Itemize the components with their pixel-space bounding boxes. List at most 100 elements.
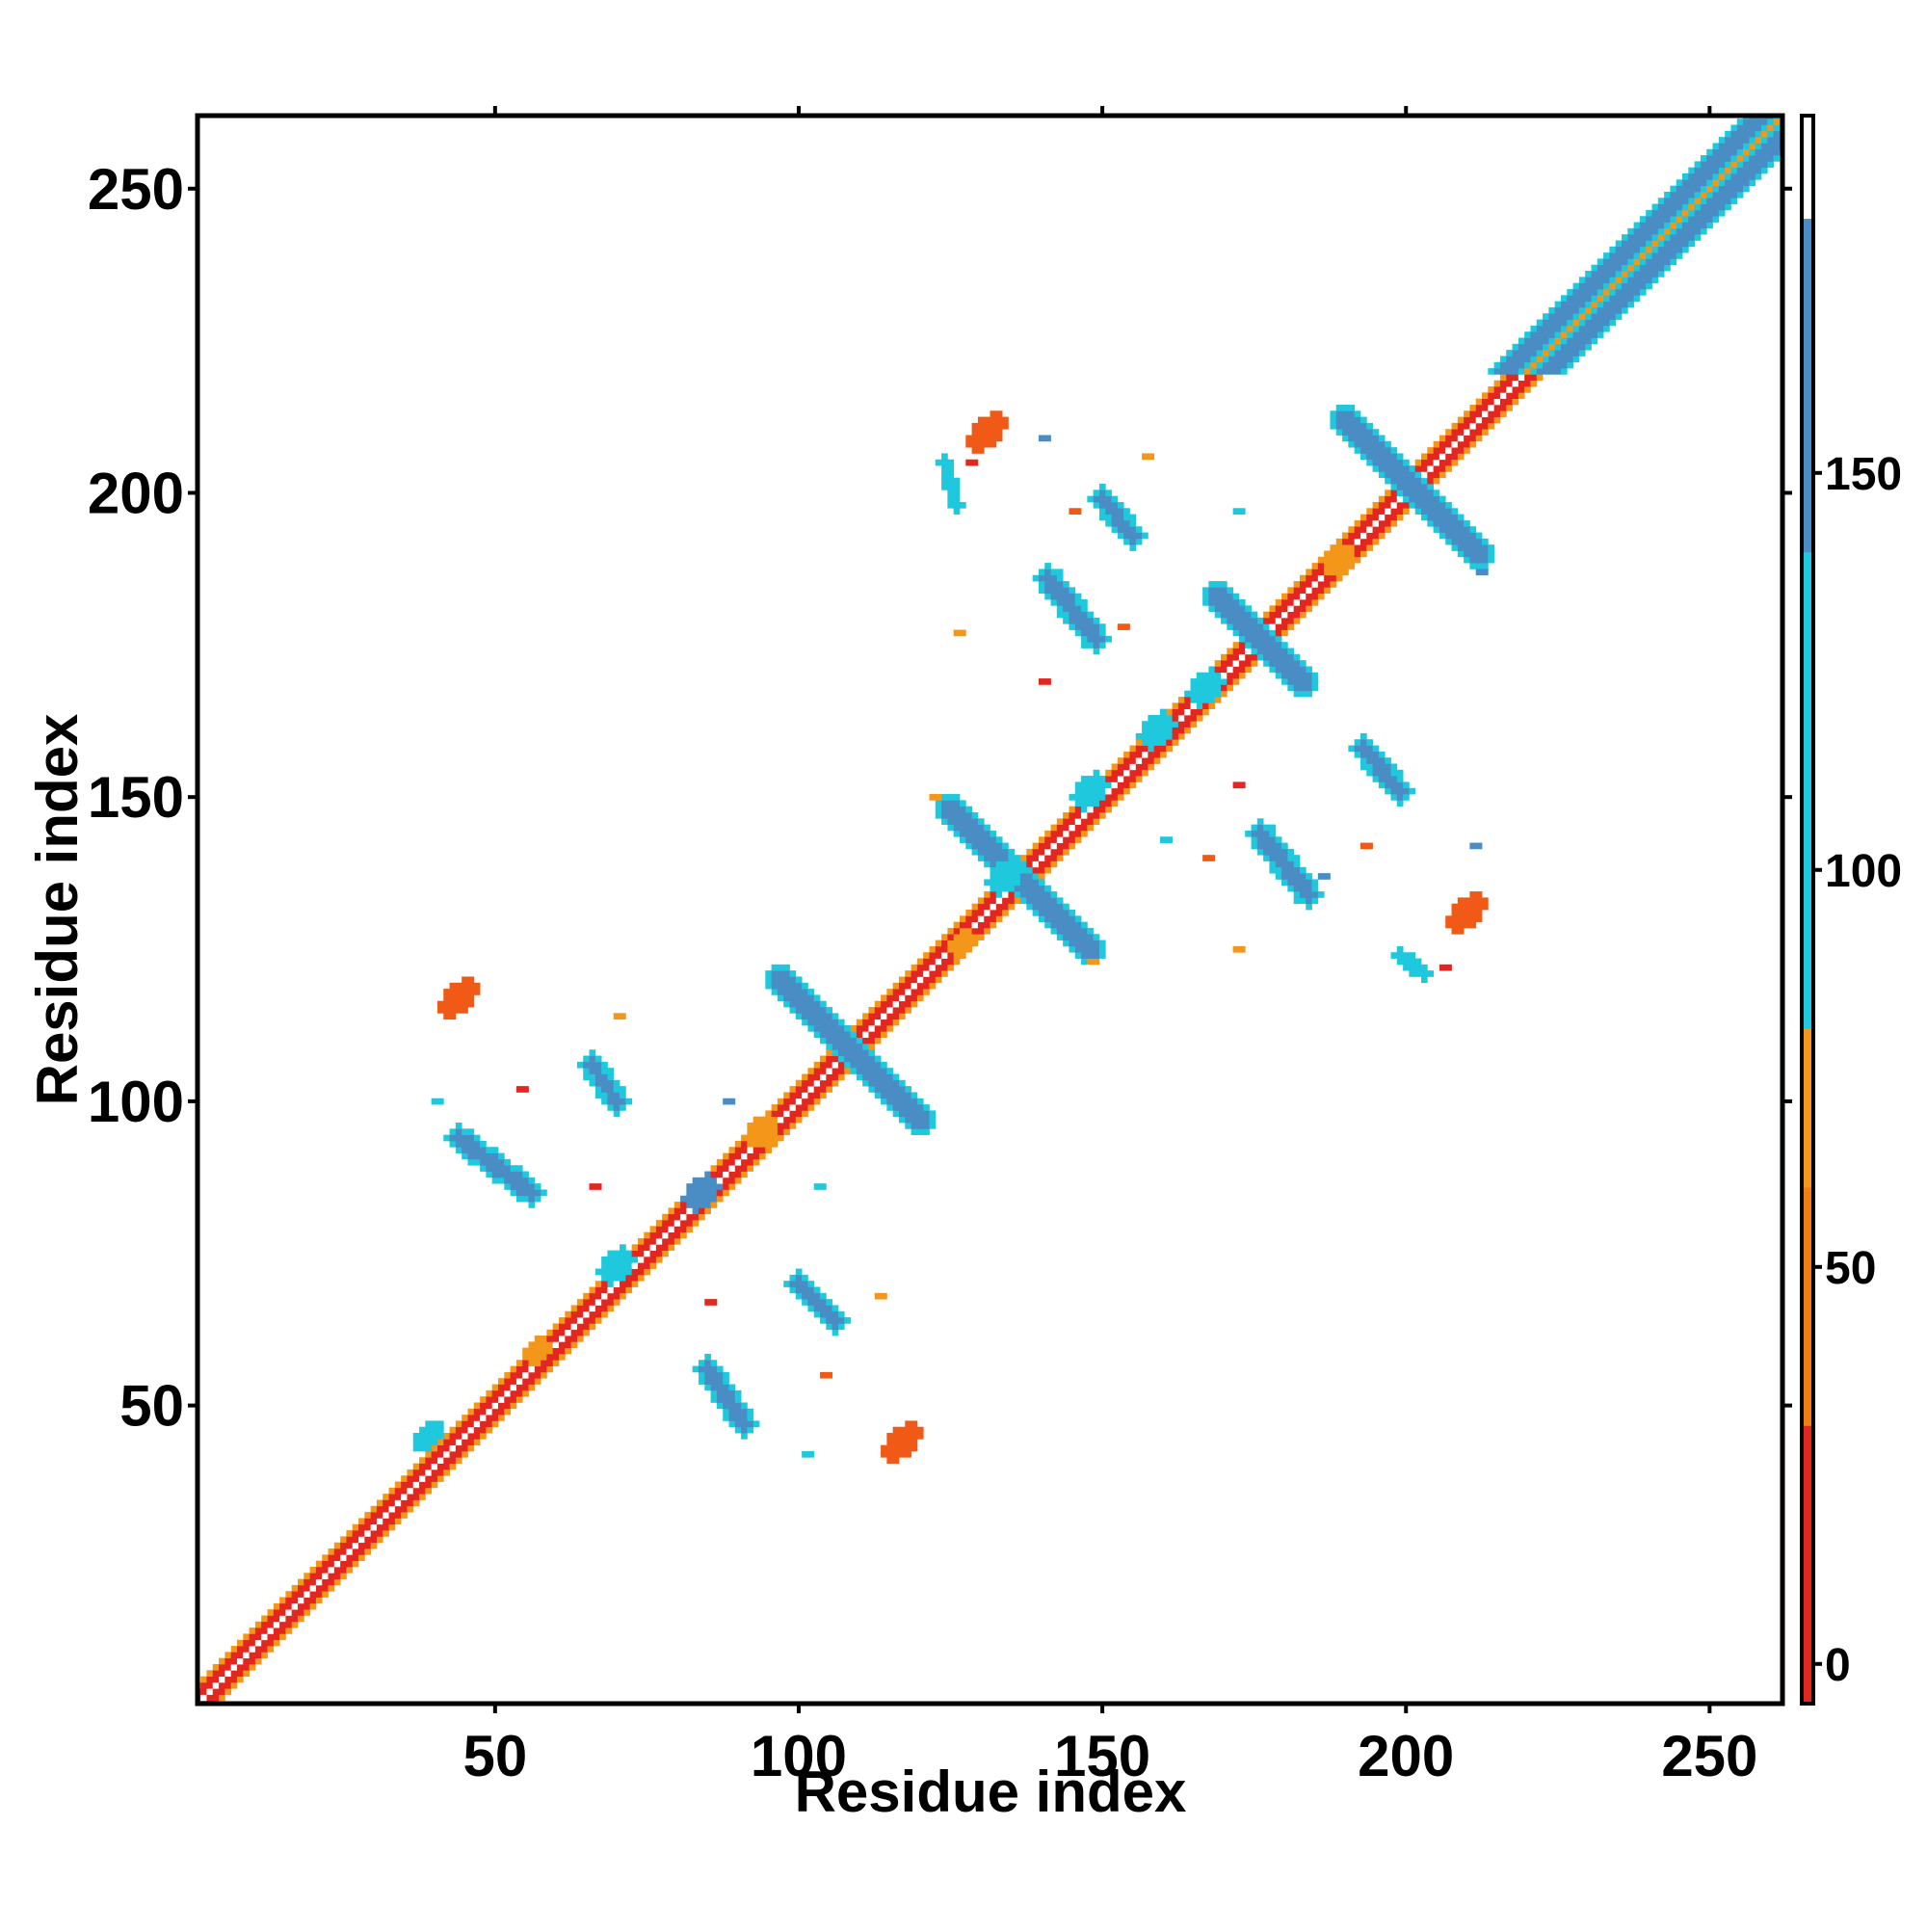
heatmap-cell [431,1433,438,1440]
heatmap-cell [1293,873,1301,880]
heatmap-cell [734,1420,742,1428]
heatmap-cell [383,1530,389,1537]
heatmap-cell [1512,350,1519,357]
heatmap-cell [1615,264,1623,272]
heatmap-cell [947,501,955,509]
heatmap-cell [837,1037,845,1045]
heatmap-cell [1712,161,1720,169]
heatmap-cell [710,1165,718,1172]
heatmap-cell [1050,891,1058,898]
heatmap-cell [1238,623,1246,630]
heatmap-cell [254,1621,262,1628]
heatmap-cell [407,1494,414,1500]
heatmap-cell [1063,921,1069,929]
heatmap-cell [1008,855,1016,861]
heatmap-cell [1578,277,1586,284]
heatmap-cell [515,1189,523,1197]
heatmap-cell [862,1031,869,1038]
heatmap-cell [1396,465,1404,472]
heatmap-cell [394,1499,402,1507]
heatmap-cell [1427,514,1434,521]
heatmap-cell [911,1128,918,1136]
heatmap-cell [1166,727,1173,734]
heatmap-cell [1142,757,1148,764]
heatmap-cell [953,477,961,485]
heatmap-cell [984,903,990,911]
heatmap-cell [892,1426,900,1434]
heatmap-cell [1700,227,1707,235]
heatmap-cell [510,1171,517,1178]
heatmap-cell [960,915,966,923]
heatmap-cell [1439,514,1446,521]
heatmap-cell [1518,350,1525,357]
heatmap-cell [826,1055,833,1063]
heatmap-cell [1238,611,1246,619]
heatmap-cell [1026,879,1034,887]
heatmap-cell [510,1378,517,1385]
heatmap-cell [1457,915,1465,923]
heatmap-cell [1166,732,1173,740]
heatmap-cell [583,1305,590,1312]
heatmap-cell [789,1116,797,1124]
heatmap-cell [467,976,475,984]
heatmap-cell [1524,337,1531,345]
heatmap-cell [1348,440,1356,448]
heatmap-cell [1372,429,1380,436]
heatmap-cell [1591,277,1598,284]
heatmap-cell [1609,306,1617,314]
heatmap-cell [1038,891,1045,898]
heatmap-cell [607,1068,615,1074]
heatmap-cell [1153,714,1161,722]
heatmap-cell [1214,660,1222,667]
heatmap-cell [1263,830,1270,837]
heatmap-cell [1069,940,1076,947]
heatmap-cell [589,1299,596,1306]
heatmap-cell [1275,666,1282,674]
heatmap-cell [1129,532,1137,540]
heatmap-cell [820,1037,827,1045]
heatmap-cell [1129,763,1137,771]
heatmap-cell [1749,148,1756,156]
heatmap-cell [1093,635,1100,643]
heatmap-cell [1475,550,1483,558]
heatmap-cell [285,1602,293,1610]
heatmap-cell [965,945,972,953]
heatmap-cell [462,1134,468,1142]
heatmap-cell [1567,301,1573,308]
heatmap-cell [1451,447,1459,454]
heatmap-cell [971,927,979,935]
heatmap-cell [1464,447,1470,454]
heatmap-cell [990,836,997,843]
heatmap-cell [333,1554,341,1561]
heatmap-cell [1633,295,1641,302]
heatmap-cell [898,1000,906,1008]
heatmap-cell [771,1128,779,1136]
heatmap-cell [1166,714,1173,722]
heatmap-cell [1396,787,1404,795]
heatmap-cell [698,1177,705,1184]
heatmap-cell [1026,860,1034,868]
heatmap-cell [1578,325,1586,332]
heatmap-cell [1385,471,1391,479]
heatmap-cell [583,1068,590,1074]
heatmap-cell [1743,148,1750,156]
heatmap-cell [655,1250,663,1257]
heatmap-cell [504,1183,511,1190]
heatmap-cell [1081,635,1088,643]
heatmap-cell [1335,544,1343,551]
heatmap-cell [777,1134,784,1142]
heatmap-cell [960,940,966,947]
heatmap-cell [747,1140,754,1148]
heatmap-cell [570,1336,578,1342]
heatmap-cell [285,1609,293,1616]
heatmap-cell [960,811,966,819]
heatmap-cell [443,1450,450,1458]
heatmap-cell [358,1554,365,1561]
heatmap-cell [1578,313,1586,320]
heatmap-cell [1214,581,1222,588]
heatmap-cell [807,1000,815,1008]
heatmap-cell [541,1341,547,1349]
heatmap-cell [960,934,966,940]
heatmap-cell [559,1336,566,1342]
